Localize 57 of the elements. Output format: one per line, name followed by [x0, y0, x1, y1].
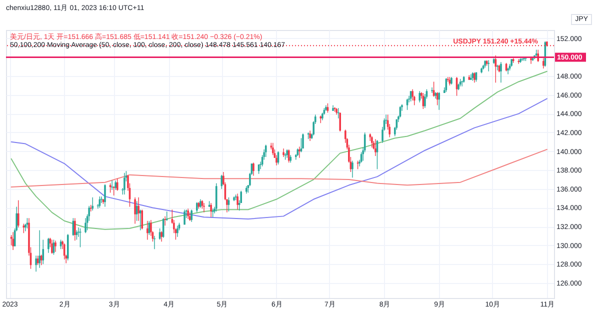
candlestick — [116, 178, 118, 192]
candlestick — [79, 228, 82, 248]
candlestick — [282, 148, 284, 158]
candlestick — [272, 142, 274, 156]
candlestick — [12, 232, 14, 250]
candlestick — [500, 62, 502, 84]
candlestick — [236, 193, 238, 210]
candlestick — [496, 64, 498, 71]
candlestick — [371, 136, 373, 148]
candlestick — [276, 154, 278, 166]
candlestick — [51, 239, 53, 254]
candlestick — [252, 162, 254, 176]
candlestick — [38, 230, 40, 268]
candlestick — [302, 133, 304, 149]
candlestick — [309, 130, 311, 142]
candlestick — [542, 58, 544, 69]
line-series — [10, 98, 548, 220]
candlestick — [474, 72, 476, 84]
candlestick — [507, 67, 509, 75]
candlestick — [104, 184, 106, 208]
candlestick — [35, 255, 37, 272]
candlestick — [76, 230, 78, 240]
candlestick — [412, 88, 414, 101]
candlestick — [74, 218, 76, 241]
candlestick — [196, 202, 198, 213]
candlestick — [42, 239, 44, 264]
candlestick — [48, 237, 50, 254]
candlestick — [447, 76, 449, 82]
candlestick — [438, 92, 440, 110]
candlestick — [215, 182, 218, 212]
candlestick — [264, 144, 267, 158]
candlestick — [114, 180, 116, 190]
candlestick — [470, 74, 472, 80]
candlestick — [134, 197, 136, 224]
candlestick — [374, 138, 376, 156]
candlestick — [187, 208, 189, 220]
candlestick — [17, 200, 20, 228]
candlestick — [84, 218, 86, 234]
candlestick — [176, 225, 178, 238]
candlestick — [488, 60, 490, 72]
candlestick — [164, 216, 166, 226]
candlestick — [160, 230, 162, 242]
candlestick — [166, 211, 168, 222]
candlestick — [431, 87, 433, 94]
candlestick — [66, 234, 69, 261]
candlestick — [184, 209, 186, 226]
candlestick — [141, 209, 144, 230]
candlestick — [339, 112, 342, 132]
candlestick — [146, 220, 148, 240]
candlestick — [203, 202, 205, 213]
candlestick — [352, 160, 354, 178]
line-series — [10, 148, 548, 188]
candlestick — [210, 202, 212, 218]
candlestick — [54, 240, 56, 252]
candlestick — [124, 172, 126, 195]
candlestick — [298, 146, 300, 158]
candlestick — [300, 138, 302, 153]
